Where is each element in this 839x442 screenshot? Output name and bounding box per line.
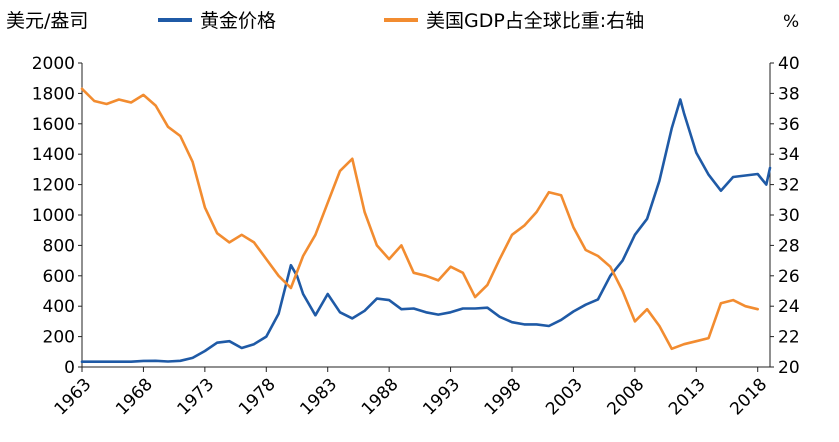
legend-label-gdp: 美国GDP占全球比重:右轴 — [426, 10, 645, 32]
right-tick-label: 36 — [778, 115, 800, 135]
series-line-gold-price — [80, 98, 772, 363]
right-tick-label: 40 — [778, 54, 800, 74]
left-tick-label: 200 — [43, 328, 75, 348]
left-tick-label: 1400 — [32, 145, 75, 165]
left-tick-label: 800 — [43, 236, 75, 256]
x-tick-label: 2018 — [726, 375, 771, 420]
left-axis-unit: 美元/盎司 — [6, 10, 89, 32]
right-tick-label: 30 — [778, 206, 800, 226]
left-tick-label: 1200 — [32, 176, 75, 196]
legend-swatch-gold — [158, 17, 192, 22]
legend-item-gold-price: 黄金价格 — [158, 6, 276, 33]
legend-item-us-gdp-share: 美国GDP占全球比重:右轴 — [384, 6, 644, 33]
left-tick-label: 2000 — [32, 54, 75, 74]
right-tick-label: 26 — [778, 267, 800, 287]
left-tick-label: 1800 — [32, 84, 75, 104]
x-tick-label: 1973 — [174, 375, 219, 420]
left-tick-label: 600 — [43, 267, 75, 287]
x-tick-label: 1988 — [358, 375, 403, 420]
legend-label-gold: 黄金价格 — [200, 10, 277, 32]
right-tick-label: 38 — [778, 84, 800, 104]
x-tick-label: 1968 — [112, 375, 157, 420]
right-tick-label: 20 — [778, 358, 800, 378]
series-line-us-gdp-share — [80, 87, 759, 351]
legend-swatch-gdp — [384, 17, 418, 22]
left-tick-label: 0 — [64, 358, 75, 378]
right-tick-label: 24 — [778, 297, 800, 317]
x-tick-label: 1983 — [296, 375, 341, 420]
x-tick-label: 1963 — [51, 375, 96, 420]
right-tick-label: 32 — [778, 176, 800, 196]
x-tick-label: 2013 — [665, 375, 710, 420]
x-tick-label: 1978 — [235, 375, 280, 420]
right-axis-unit: % — [783, 12, 800, 32]
right-tick-label: 22 — [778, 328, 800, 348]
right-tick-label: 34 — [778, 145, 800, 165]
x-tick-label: 1998 — [481, 375, 526, 420]
x-tick-label: 2008 — [604, 375, 649, 420]
left-tick-label: 1000 — [32, 206, 75, 226]
right-tick-label: 28 — [778, 236, 800, 256]
left-tick-label: 1600 — [32, 115, 75, 135]
x-tick-label: 1993 — [419, 375, 464, 420]
left-tick-label: 400 — [43, 297, 75, 317]
x-tick-label: 2003 — [542, 375, 587, 420]
